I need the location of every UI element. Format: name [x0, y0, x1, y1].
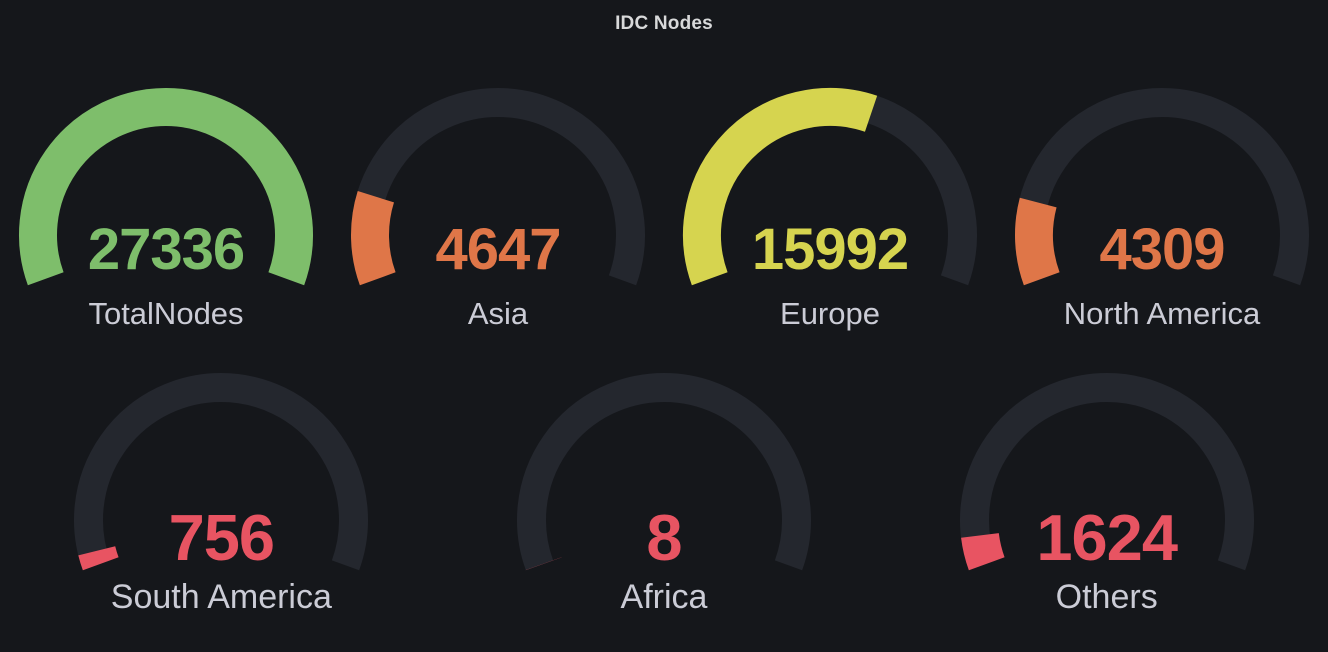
gauge-value-arc	[78, 545, 119, 571]
gauge-africa: 8 Africa	[443, 348, 886, 652]
gauge-label-south-america: South America	[110, 578, 332, 616]
gauge-value-europe: 15992	[751, 217, 909, 282]
gauge-label-africa: Africa	[620, 578, 708, 616]
gauge-label-totalnodes: TotalNodes	[88, 296, 244, 331]
gauge-asia: 4647 Asia	[332, 48, 664, 348]
gauge-track-arc	[959, 373, 1254, 571]
gauge-arc-africa	[517, 373, 811, 571]
gauge-row-top: 27336 TotalNodes 4647 Asia 15992 Europe 4309 No…	[0, 48, 1328, 348]
gauge-arc-europe	[683, 88, 977, 286]
gauge-value-south-america: 756	[168, 501, 275, 574]
gauge-track-arc	[74, 373, 369, 571]
gauge-label-others: Others	[1055, 578, 1158, 616]
gauge-value-arc	[19, 88, 313, 286]
panel-header: IDC Nodes	[0, 0, 1328, 48]
gauge-label-asia: Asia	[467, 296, 529, 331]
gauge-value-africa: 8	[646, 501, 682, 574]
gauge-value-north-america: 4309	[1099, 217, 1225, 282]
gauge-arc-north-america	[1015, 88, 1309, 286]
gauge-value-arc	[683, 88, 878, 286]
gauge-value-others: 1624	[1036, 501, 1178, 574]
gauge-row-bottom: 756 South America 8 Africa 1624 Others	[0, 348, 1328, 652]
gauge-arc-asia	[351, 88, 645, 286]
gauge-value-arc	[1015, 197, 1060, 286]
gauge-label-north-america: North America	[1063, 296, 1261, 331]
gauge-arc-totalnodes	[19, 88, 313, 286]
gauge-others: 1624 Others	[885, 348, 1328, 652]
gauge-arc-others	[959, 373, 1254, 571]
gauge-arc-south-america	[74, 373, 369, 571]
gauge-value-arc	[351, 191, 396, 286]
gauge-value-arc	[960, 532, 1005, 571]
gauge-value-asia: 4647	[435, 217, 561, 282]
gauge-europe: 15992 Europe	[664, 48, 996, 348]
gauge-label-europe: Europe	[780, 296, 880, 331]
panel-title: IDC Nodes	[615, 13, 713, 34]
gauge-south-america: 756 South America	[0, 348, 443, 652]
gauge-value-totalnodes: 27336	[87, 217, 245, 282]
gauge-north-america: 4309 North America	[996, 48, 1328, 348]
gauge-totalnodes: 27336 TotalNodes	[0, 48, 332, 348]
gauge-track-arc	[517, 373, 811, 571]
